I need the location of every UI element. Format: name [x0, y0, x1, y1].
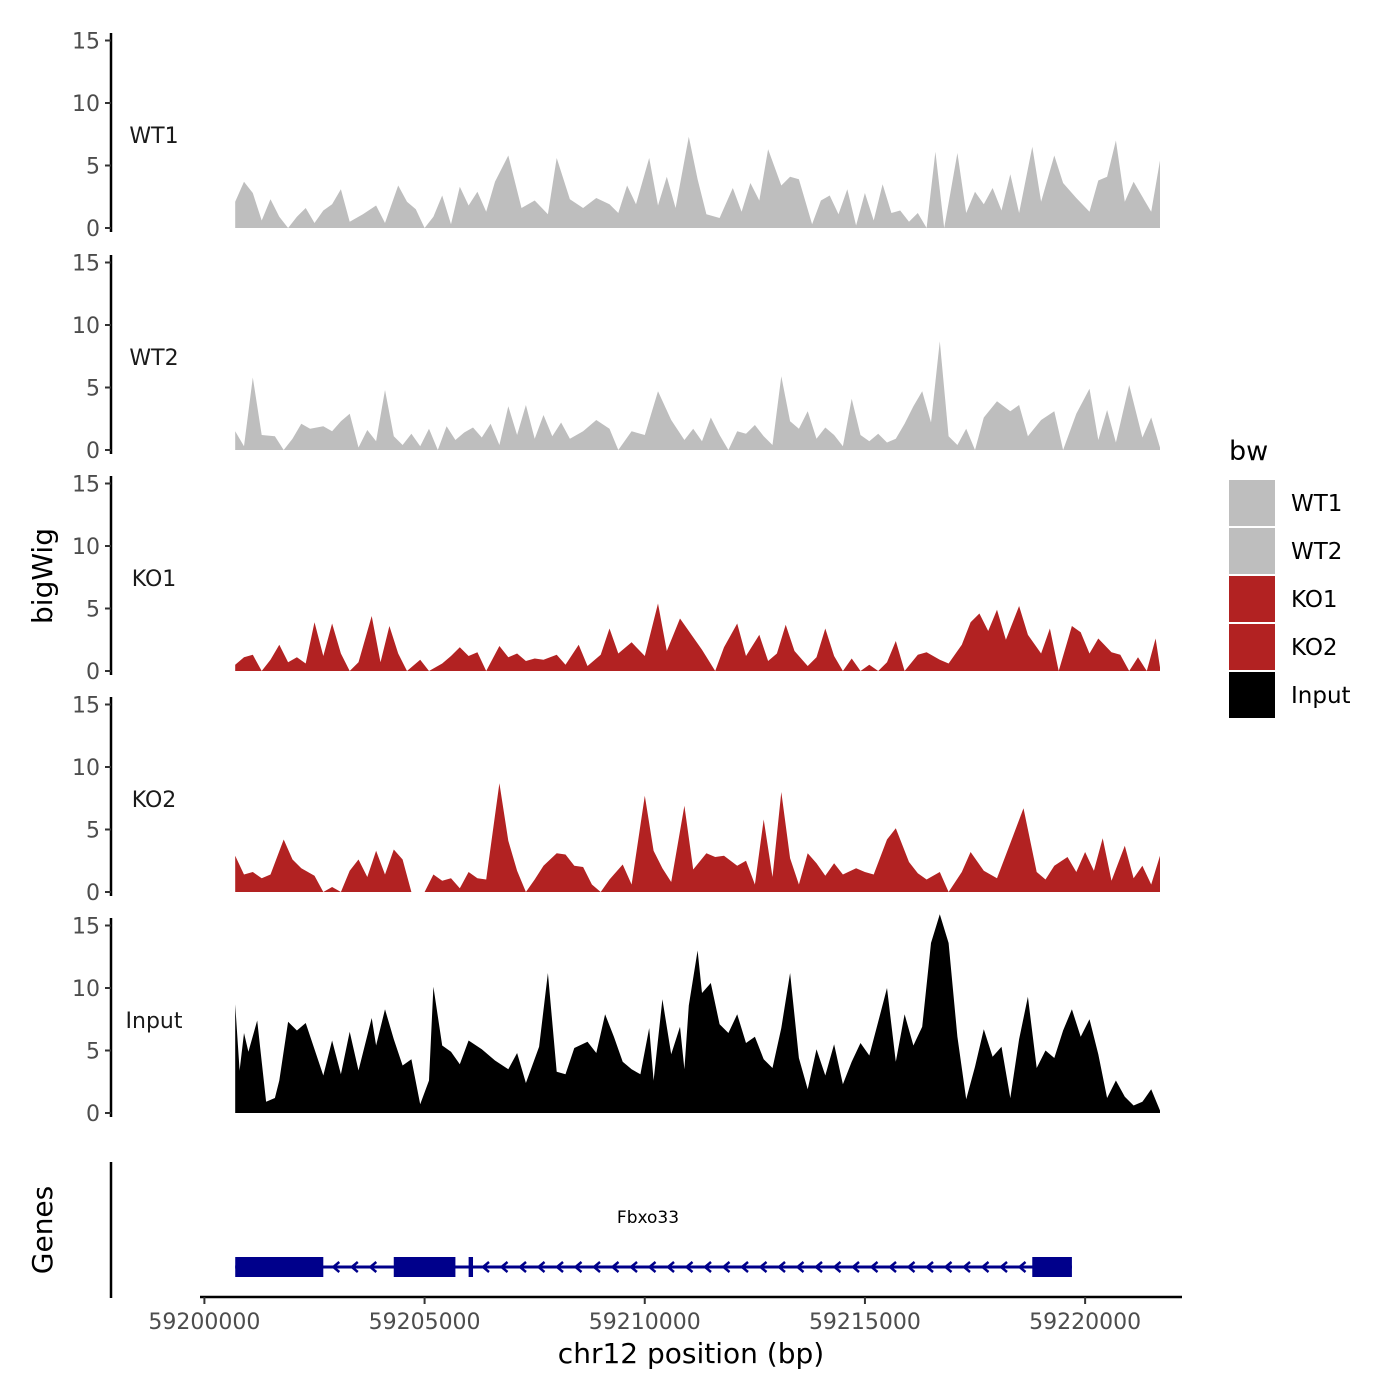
- legend: bw WT1 WT2 KO1 KO2 Input: [1229, 436, 1351, 718]
- legend-title: bw: [1229, 436, 1268, 467]
- gene-model: [235, 1257, 1072, 1277]
- legend-label-ko1: KO1: [1291, 587, 1338, 613]
- x-tick-label: 59215000: [809, 1310, 921, 1335]
- y-tick-label: 0: [86, 217, 100, 242]
- y-tick-label: 15: [72, 694, 100, 719]
- track-ko2: 0 5 10 15 KO2: [72, 694, 1160, 906]
- strand-arrow: [832, 1261, 842, 1273]
- y-tick-label: 0: [86, 439, 100, 464]
- y-tick-label: 10: [72, 977, 100, 1002]
- track-label-input: Input: [126, 1009, 183, 1034]
- y-tick-label: 0: [86, 881, 100, 906]
- gene-exon: [393, 1257, 456, 1277]
- strand-arrow: [851, 1261, 860, 1273]
- gene-exon: [468, 1257, 474, 1277]
- signal-area-ko1: [235, 603, 1160, 671]
- y-tick-label: 5: [86, 1040, 100, 1065]
- strand-arrow: [980, 1261, 990, 1273]
- y-tick-label: 5: [86, 819, 100, 844]
- strand-arrow: [518, 1261, 527, 1273]
- track-input: 0 5 10 15 Input: [72, 914, 1160, 1127]
- y-axis-title: bigWig: [26, 528, 59, 624]
- strand-arrow: [795, 1261, 805, 1273]
- strand-arrow: [331, 1261, 341, 1273]
- legend-swatch-wt2: [1229, 528, 1275, 574]
- y-tick-label: 5: [86, 155, 100, 180]
- y-tick-label: 0: [86, 1102, 100, 1127]
- strand-arrow: [962, 1261, 971, 1273]
- y-tick-label: 10: [72, 92, 100, 117]
- legend-label-wt2: WT2: [1291, 539, 1342, 565]
- y-tick-label: 5: [86, 598, 100, 623]
- strand-arrow: [925, 1261, 934, 1273]
- legend-swatch-ko2: [1229, 624, 1275, 670]
- strand-arrow: [481, 1261, 490, 1273]
- gene-exon: [1032, 1257, 1072, 1277]
- strand-arrow: [943, 1261, 953, 1273]
- strand-arrow: [666, 1261, 675, 1273]
- x-axis: 59200000 59205000 59210000 59215000 59220000: [148, 1295, 1182, 1335]
- legend-swatch-ko1: [1229, 576, 1275, 622]
- track-label-wt1: WT1: [129, 124, 178, 149]
- gene-label: Fbxo33: [617, 1208, 679, 1228]
- track-ko1: 0 5 10 15 KO1: [72, 473, 1160, 685]
- strand-arrow: [610, 1261, 620, 1273]
- strand-arrow: [592, 1261, 601, 1273]
- strand-arrow: [888, 1261, 897, 1273]
- strand-arrow: [1017, 1261, 1027, 1273]
- strand-arrow: [573, 1261, 583, 1273]
- track-label-wt2: WT2: [129, 346, 178, 371]
- strand-arrow: [684, 1261, 694, 1273]
- x-tick-label: 59205000: [369, 1310, 481, 1335]
- strand-arrow: [349, 1261, 359, 1273]
- signal-area-input: [235, 914, 1160, 1113]
- genes-axis-title: Genes: [26, 1186, 59, 1274]
- y-tick-label: 5: [86, 377, 100, 402]
- legend-label-wt1: WT1: [1291, 491, 1342, 517]
- strand-arrow: [368, 1261, 378, 1273]
- strand-arrow: [703, 1261, 712, 1273]
- x-axis-title: chr12 position (bp): [558, 1337, 824, 1370]
- y-tick-label: 10: [72, 535, 100, 560]
- strand-arrow: [906, 1261, 916, 1273]
- x-tick-label: 59210000: [589, 1310, 701, 1335]
- strand-arrow: [869, 1261, 879, 1273]
- strand-arrow: [647, 1261, 657, 1273]
- y-tick-label: 15: [72, 473, 100, 498]
- genes-panel: Genes Fbxo33: [26, 1162, 1072, 1298]
- legend-label-ko2: KO2: [1291, 635, 1338, 661]
- legend-label-input: Input: [1291, 683, 1351, 709]
- y-tick-label: 15: [72, 915, 100, 940]
- y-tick-label: 10: [72, 314, 100, 339]
- signal-area-wt2: [235, 341, 1160, 450]
- y-tick-label: 10: [72, 756, 100, 781]
- strand-arrow: [777, 1261, 786, 1273]
- y-tick-label: 0: [86, 660, 100, 685]
- y-tick-label: 15: [72, 30, 100, 55]
- strand-arrow: [536, 1261, 546, 1273]
- strand-arrow: [999, 1261, 1008, 1273]
- track-wt1: 0 5 10 15 WT1: [72, 30, 1160, 242]
- gene-exon: [235, 1257, 324, 1277]
- legend-swatch-input: [1229, 672, 1275, 718]
- track-wt2: 0 5 10 15 WT2: [72, 252, 1160, 464]
- strand-arrow: [758, 1261, 768, 1273]
- signal-area-wt1: [235, 136, 1160, 228]
- x-tick-label: 59220000: [1029, 1310, 1141, 1335]
- strand-arrow: [499, 1261, 509, 1273]
- strand-arrow: [629, 1261, 638, 1273]
- y-tick-label: 15: [72, 252, 100, 277]
- track-label-ko1: KO1: [132, 567, 177, 592]
- bigwig-tracks: 0 5 10 15 WT1 0 5 10 15 WT2 0 5 10 15 KO1 0 5 10 15 KO2 0 5 10…: [72, 30, 1160, 1127]
- x-tick-label: 59200000: [148, 1310, 260, 1335]
- track-label-ko2: KO2: [132, 788, 177, 813]
- strand-arrow: [555, 1261, 564, 1273]
- legend-swatch-wt1: [1229, 480, 1275, 526]
- strand-arrow: [721, 1261, 731, 1273]
- strand-arrow: [740, 1261, 749, 1273]
- signal-area-ko2: [235, 783, 1160, 892]
- strand-arrow: [814, 1261, 823, 1273]
